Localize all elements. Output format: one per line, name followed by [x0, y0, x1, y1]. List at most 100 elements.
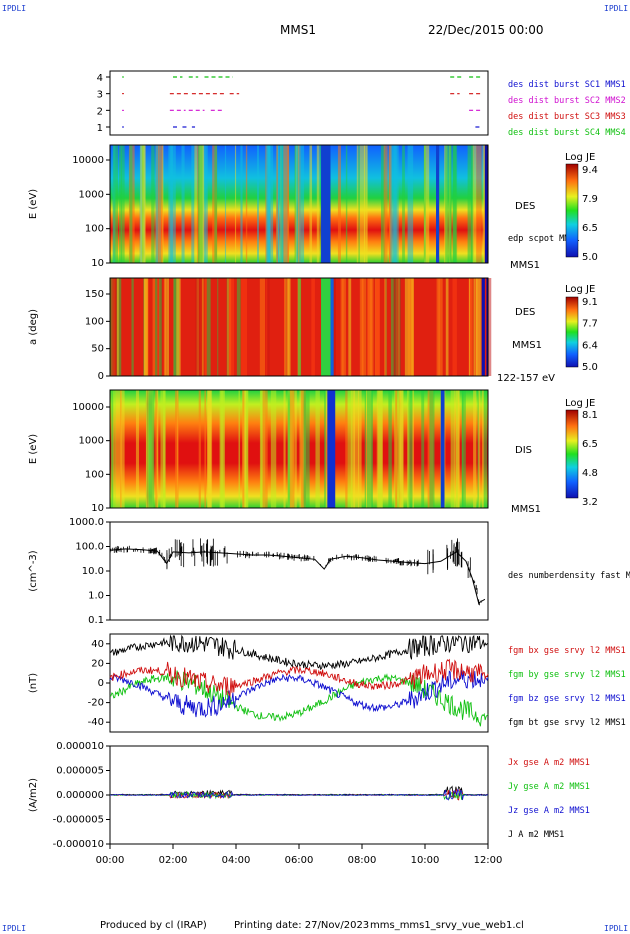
spectrogram-stripe: [371, 390, 373, 508]
spectrogram-stripe: [241, 278, 247, 376]
spectrogram-stripe: [145, 278, 149, 376]
time-tick-label: 06:00: [285, 855, 314, 866]
spectrogram-stripe: [461, 390, 466, 508]
spectrogram-stripe: [131, 278, 134, 376]
spectrogram-stripe: [438, 278, 443, 376]
spectrogram-stripe: [284, 278, 290, 376]
spectrogram-stripe: [333, 278, 336, 376]
spectrogram-stripe: [224, 145, 227, 263]
spectrogram-stripe: [296, 145, 299, 263]
spectrogram-stripe: [259, 278, 266, 376]
spectrogram-band: [440, 390, 445, 508]
density-ytick-label: 100.0: [75, 542, 104, 553]
spectrogram-stripe: [152, 278, 156, 376]
des-energy-ytick-label: 1000: [79, 189, 104, 200]
spectrogram-stripe: [294, 390, 297, 508]
burst-ytick-label: 3: [97, 90, 103, 101]
spectrogram-stripe: [283, 145, 290, 263]
burst-ytick-label: 4: [97, 73, 103, 84]
spectrogram-stripe: [486, 278, 492, 376]
spectrogram-stripe: [366, 390, 372, 508]
spectrogram-stripe: [262, 390, 268, 508]
panel-current: 0.000010 0.000005 0.000000 -0.000005 -0.0000…: [28, 741, 590, 850]
current-ytick-label: -0.000005: [53, 815, 104, 826]
des-pitch-label: DES: [515, 307, 535, 318]
spectrogram-stripe: [342, 278, 346, 376]
spectrogram-stripe: [450, 390, 455, 508]
spectrogram-stripe: [276, 145, 278, 263]
fgm-ytick-label: 20: [91, 658, 104, 669]
spectrogram-stripe: [219, 390, 224, 508]
spectrogram-stripe: [300, 390, 306, 508]
spectrogram-stripe: [363, 145, 367, 263]
dis-energy-ytick-label: 10000: [72, 402, 104, 413]
spectrogram-stripe: [181, 145, 185, 263]
density-legend: des numberdensity fast M: [508, 571, 630, 581]
des-energy-colorbar-tick: 5.0: [582, 252, 598, 263]
spectrogram-stripe: [350, 390, 356, 508]
current-ytick-label: 0.000005: [56, 766, 104, 777]
spectrogram-stripe: [477, 390, 480, 508]
des-pitch-ytick-label: 100: [85, 316, 104, 327]
spectrogram-stripe: [469, 278, 471, 376]
spectrogram-stripe: [407, 390, 410, 508]
spectrogram-stripe: [155, 278, 158, 376]
fgm-legend-entry: fgm bz gse srvy l2 MMS1: [508, 694, 626, 704]
spectrogram-stripe: [482, 145, 486, 263]
spectrogram-stripe: [358, 145, 360, 263]
spectrogram-stripe: [476, 145, 482, 263]
time-tick-label: 04:00: [222, 855, 251, 866]
fgm-ytick-label: 40: [91, 639, 104, 650]
spectrogram-stripe: [170, 145, 176, 263]
spectrogram-stripe: [236, 278, 241, 376]
spectrogram-stripe: [358, 390, 362, 508]
density-ylabel: (cm^-3): [28, 550, 39, 591]
density-ytick-label: 0.1: [88, 615, 104, 626]
spectrogram-stripe: [325, 390, 328, 508]
fgm-ytick-label: -40: [88, 717, 104, 728]
burst-ytick-label: 1: [97, 123, 103, 134]
spectrogram-stripe: [297, 278, 302, 376]
des-energy-ytick-label: 10000: [72, 155, 104, 166]
spectrogram-stripe: [176, 278, 181, 376]
spectrogram-stripe: [198, 390, 201, 508]
spectrogram-band: [484, 145, 488, 263]
des-pitch-ytick-label: 150: [85, 289, 104, 300]
des-pitch-energy-range: 122-157 eV: [497, 373, 555, 384]
time-axis: 00:00 02:00 04:00 06:00 08:00 10:00 12:00: [96, 844, 502, 866]
spectrogram-stripe: [450, 145, 452, 263]
dis-energy-mms1-label: MMS1: [511, 504, 541, 515]
des-pitch-colorbar-tick: 6.4: [582, 340, 598, 351]
spectrogram-stripe: [390, 145, 394, 263]
time-tick-label: 02:00: [159, 855, 188, 866]
dis-energy-colorbar-tick: 6.5: [582, 439, 598, 450]
spectrogram-stripe: [390, 278, 395, 376]
burst-ytick-label: 2: [97, 106, 103, 117]
spectrogram-stripe: [348, 278, 352, 376]
spectrogram-stripe: [116, 278, 122, 376]
spectrogram-stripe: [456, 390, 458, 508]
des-energy-ytick-label: 10: [91, 258, 104, 269]
spectrogram-stripe: [383, 145, 388, 263]
spectrogram-stripe: [376, 278, 380, 376]
spectrogram-stripe: [381, 145, 386, 263]
spectrogram-band: [327, 390, 336, 508]
footer-filename: mms_mms1_srvy_vue_web1.cl: [370, 920, 524, 931]
spectrogram-stripe: [156, 278, 160, 376]
spectrogram-stripe: [402, 145, 405, 263]
spectrogram-stripe: [204, 390, 207, 508]
spectrogram-stripe: [361, 278, 367, 376]
des-pitch-mms1-label: MMS1: [512, 340, 542, 351]
des-pitch-ylabel: a (deg): [28, 309, 39, 345]
corner-label-top-right: IPDLI: [604, 4, 628, 13]
spectrogram-stripe: [217, 278, 219, 376]
burst-legend-entry: des dist burst SC1 MMS1: [508, 80, 626, 90]
spectrogram-stripe: [228, 278, 235, 376]
des-pitch-colorbar-tick: 9.1: [582, 297, 598, 308]
spectrogram-stripe: [267, 145, 274, 263]
spectrogram-stripe: [173, 278, 176, 376]
spectrogram-stripe: [424, 145, 430, 263]
spectrogram-band: [321, 278, 331, 376]
spectrogram-stripe: [473, 390, 477, 508]
